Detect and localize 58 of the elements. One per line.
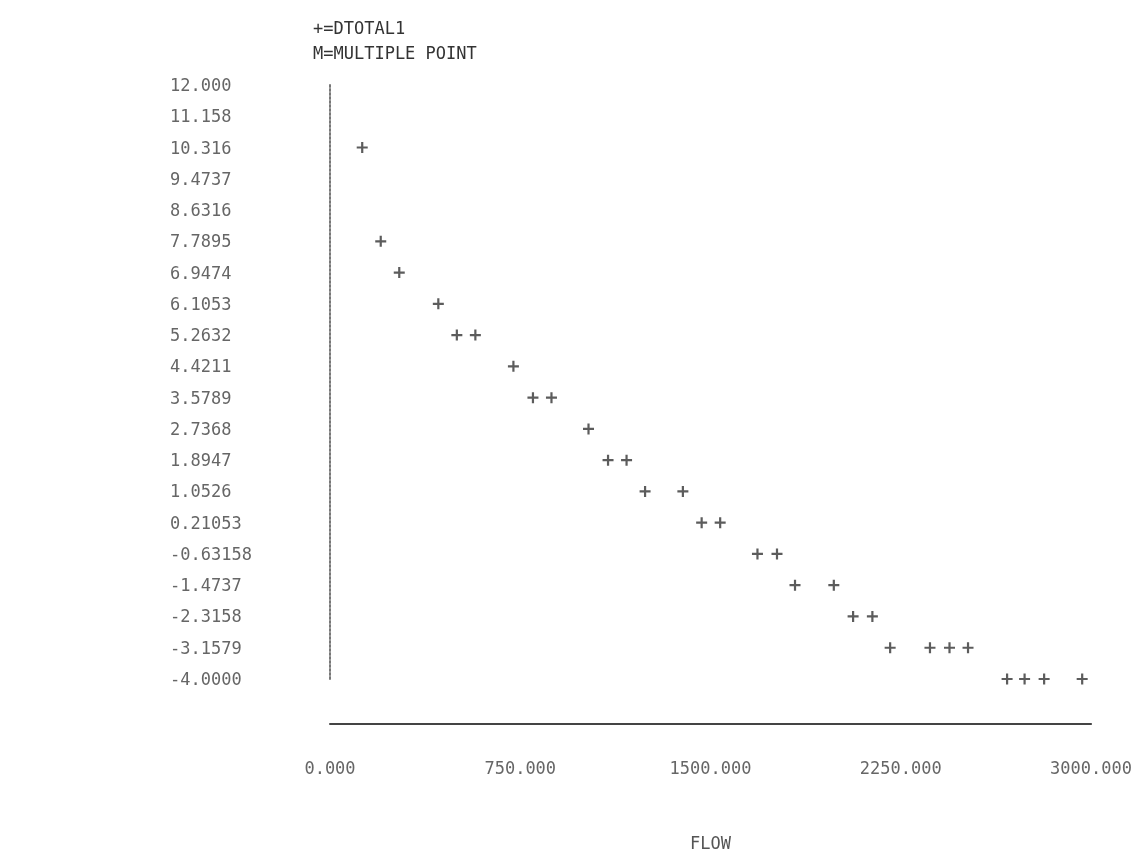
point [527, 392, 539, 404]
point [828, 579, 840, 591]
x-tick-label: 750.000 [484, 757, 557, 778]
y-tick-label: 12.000 [170, 75, 232, 95]
point [714, 517, 726, 529]
point [884, 642, 896, 654]
y-tick-label: -2.3158 [170, 606, 242, 627]
y-tick-label: 0.21053 [170, 512, 242, 533]
point [924, 642, 936, 654]
point [393, 267, 405, 279]
y-tick-label: 9.4737 [170, 168, 232, 189]
chart-title: +=DTOTAL1 [313, 17, 406, 38]
x-tick-label: 0.000 [304, 757, 356, 778]
point [602, 454, 614, 466]
point [944, 642, 955, 654]
point [847, 610, 859, 622]
x-tick-label: 3000.000 [1050, 757, 1133, 778]
point [696, 517, 708, 529]
y-tick-label: 1.0526 [170, 481, 232, 502]
x-axis-title: FLOW [690, 832, 732, 853]
point [1019, 673, 1031, 685]
point [451, 329, 463, 341]
point [1076, 673, 1088, 685]
y-tick-label: 3.5789 [170, 387, 232, 408]
point [771, 548, 783, 560]
y-tick-label: 2.7368 [170, 418, 232, 439]
point [507, 360, 519, 372]
x-tick-label: 1500.000 [669, 757, 752, 778]
point [751, 548, 763, 560]
y-tick-label: 8.6316 [170, 200, 232, 221]
y-tick-label: -4.0000 [170, 669, 242, 689]
y-tick-label: 11.158 [170, 106, 232, 127]
point [1038, 673, 1050, 685]
point [639, 485, 651, 497]
point [469, 329, 481, 341]
point [1001, 673, 1013, 685]
y-tick-label: -1.4737 [170, 575, 242, 596]
point [866, 610, 878, 622]
point [789, 579, 801, 591]
point [621, 454, 633, 466]
y-tick-label: 1.8947 [170, 450, 232, 471]
point [356, 142, 368, 154]
point [677, 485, 689, 497]
point [583, 423, 595, 435]
y-tick-label: 6.1053 [170, 293, 232, 314]
point [962, 642, 974, 654]
x-tick-label: 2250.000 [859, 757, 942, 778]
y-tick-label: 6.9474 [170, 262, 232, 283]
y-tick-label: -3.1579 [170, 637, 242, 658]
point [545, 392, 557, 404]
point [432, 298, 444, 310]
y-tick-label: 10.316 [170, 137, 232, 158]
chart-subtitle: M=MULTIPLE POINT [313, 42, 477, 63]
y-tick-label: 4.4211 [170, 356, 232, 377]
y-tick-label: 7.7895 [170, 231, 232, 252]
point [375, 235, 387, 247]
y-tick-label: 5.2632 [170, 325, 232, 346]
y-tick-label: -0.63158 [170, 543, 252, 564]
